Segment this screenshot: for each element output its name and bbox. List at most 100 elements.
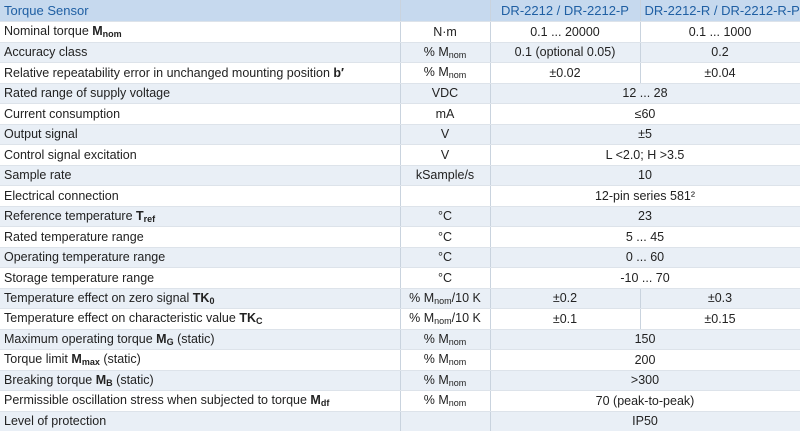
text: N·m [433, 24, 457, 39]
text: Nominal torque [4, 24, 89, 39]
value-cell: 0.1 ... 1000 [640, 21, 800, 43]
text: Rated range of supply voltage [4, 86, 171, 101]
parameter-cell: Level of protection [0, 411, 401, 431]
text: °C [437, 209, 453, 224]
text: Breaking torque [4, 372, 93, 387]
row: Sample rate kSample/s 10 [0, 165, 800, 186]
value-cell: ±0.02 [490, 62, 641, 84]
value-cell: ±0.2 [490, 288, 641, 309]
suffix: /10 K [451, 290, 481, 305]
text: Current consumption [4, 106, 121, 121]
text: V [440, 127, 450, 142]
parameter-cell: Electrical connection [0, 185, 401, 207]
text: Permissible oscillation stress when subj… [4, 393, 307, 408]
subscript: nom [434, 316, 452, 327]
unit-cell: °C [400, 206, 491, 227]
row: Temperature effect on zero signal TK0 % M… [0, 288, 800, 309]
row: Rated temperature range °C 5 ... 45 [0, 226, 800, 248]
value-cell: >300 [490, 370, 800, 391]
parameter-cell: Rated temperature range [0, 226, 401, 248]
row: Storage temperature range °C -10 ... 70 [0, 267, 800, 289]
row: Permissible oscillation stress when subj… [0, 390, 800, 412]
text: % M [409, 290, 435, 305]
parameter-cell: Relative repeatability error in unchange… [0, 62, 401, 84]
unit-cell: V [400, 144, 491, 166]
row: Electrical connection 12-pin series 581² [0, 185, 800, 207]
text: Accuracy class [4, 45, 88, 60]
subscript: max [81, 357, 100, 368]
suffix: (static) [103, 352, 141, 367]
text: Sample rate [4, 168, 72, 183]
symbol: b′ [333, 65, 345, 80]
row: Control signal excitation V L <2.0; H >3.5 [0, 144, 800, 166]
unit-cell: N·m [400, 21, 491, 43]
value-cell: ±5 [490, 124, 800, 145]
value-cell: ±0.1 [490, 308, 641, 330]
value-cell: ≤60 [490, 103, 800, 125]
subscript: G [166, 336, 174, 347]
subscript: C [256, 316, 263, 327]
unit-cell: mA [400, 103, 491, 125]
row: Rated range of supply voltage VDC 12 ... 2… [0, 83, 800, 104]
parameter-cell: Breaking torque MB (static) [0, 370, 401, 391]
parameter-cell: Operating temperature range [0, 247, 401, 268]
value-cell: 150 [490, 329, 800, 350]
row: Current consumption mA ≤60 [0, 103, 800, 125]
text: Reference temperature [4, 208, 133, 223]
unit-cell: % Mnom [400, 390, 491, 412]
unit-cell: % Mnom [400, 42, 491, 63]
value-cell: 10 [490, 165, 800, 186]
text: mA [435, 106, 455, 121]
value-cell: 12 ... 28 [490, 83, 800, 104]
text: % M [423, 65, 449, 80]
parameter-cell: Permissible oscillation stress when subj… [0, 390, 401, 412]
value-cell: 12-pin series 581² [490, 185, 800, 207]
text: Electrical connection [4, 188, 119, 203]
row: Level of protection IP50 [0, 411, 800, 431]
subscript: ref [143, 213, 156, 224]
value-cell: 0 ... 60 [490, 247, 800, 268]
symbol: M [95, 372, 107, 387]
text: Maximum operating torque [4, 331, 153, 346]
row: Maximum operating torque MG (static)% Mn… [0, 329, 800, 350]
row: Nominal torque Mnom N·m 0.1 ... 20000 0.1 .… [0, 21, 800, 43]
parameter-cell: Nominal torque Mnom [0, 21, 401, 43]
suffix: (static) [116, 372, 154, 387]
text: V [440, 147, 450, 162]
unit-cell: °C [400, 247, 491, 268]
parameter-cell: Temperature effect on zero signal TK0 [0, 288, 401, 309]
value-cell: 200 [490, 349, 800, 371]
symbol: M [310, 393, 321, 408]
unit-cell: kSample/s [400, 165, 491, 186]
subscript: nom [448, 398, 467, 409]
suffix: /10 K [451, 311, 481, 326]
subscript: nom [448, 49, 467, 60]
value-cell: -10 ... 70 [490, 267, 800, 289]
row: Output signal V ±5 [0, 124, 800, 145]
text: Output signal [4, 127, 78, 142]
text: °C [437, 270, 453, 285]
parameter-cell: Temperature effect on characteristic val… [0, 308, 401, 330]
value-cell: 0.1 ... 20000 [490, 21, 641, 43]
subscript: nom [102, 29, 122, 40]
subscript: nom [448, 357, 467, 368]
value-cell: ±0.04 [640, 62, 800, 84]
text: Torque limit [4, 352, 68, 367]
header-cell: Torque Sensor [0, 0, 401, 22]
value-cell: 0.2 [640, 42, 800, 63]
unit-cell [400, 185, 491, 207]
unit-cell: °C [400, 226, 491, 248]
unit-cell [400, 411, 491, 431]
value-cell: IP50 [490, 411, 800, 431]
text: % M [423, 393, 449, 408]
parameter-cell: Rated range of supply voltage [0, 83, 401, 104]
value-cell: ±0.15 [640, 308, 800, 330]
row: Breaking torque MB (static)% Mnom >300 [0, 370, 800, 391]
symbol: M [156, 331, 167, 346]
text: % M [423, 44, 449, 59]
value-cell: ±0.3 [640, 288, 800, 309]
subscript: nom [448, 70, 467, 81]
unit-cell: °C [400, 267, 491, 289]
row: Operating temperature range °C 0 ... 60 [0, 247, 800, 268]
